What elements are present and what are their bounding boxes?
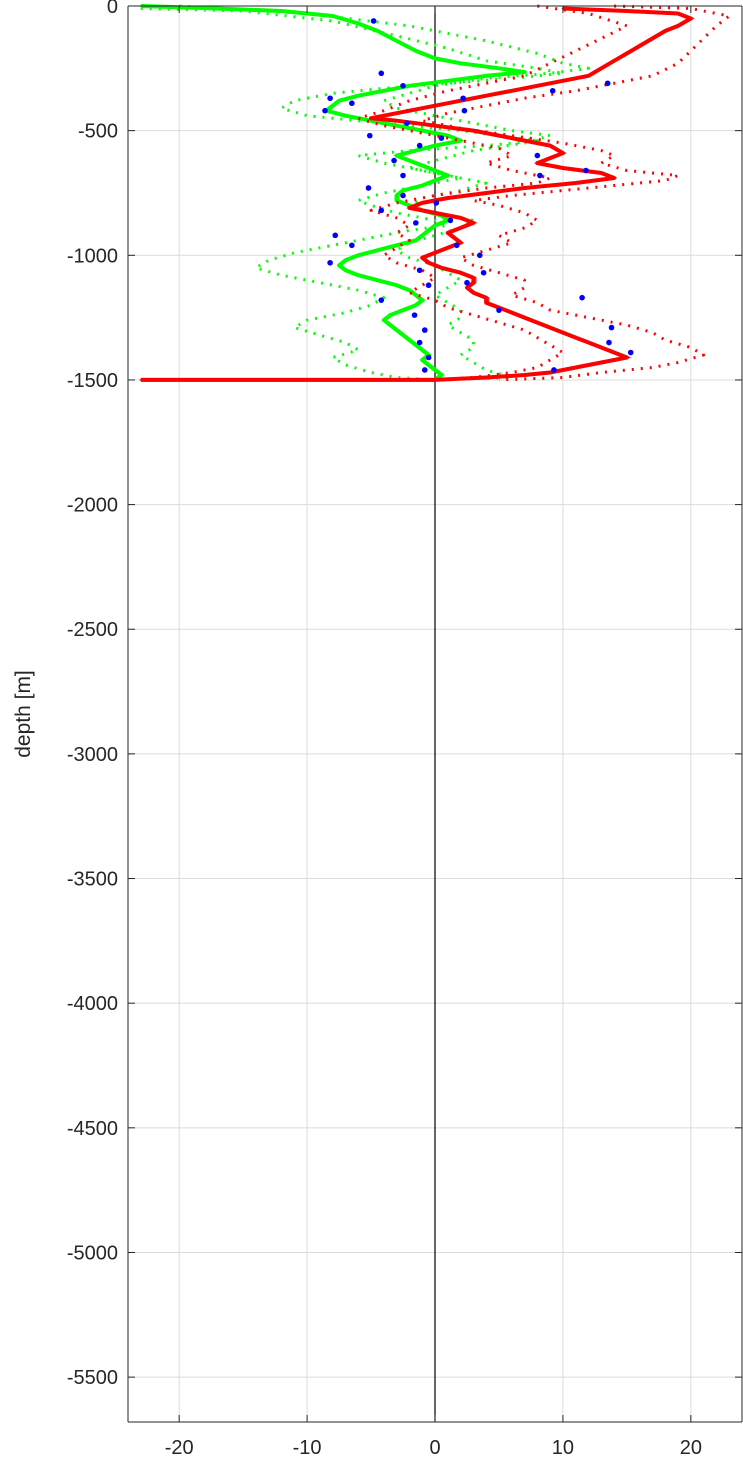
axes — [127, 5, 743, 1423]
series-line-5 — [356, 4, 629, 382]
data-point-marker — [327, 259, 333, 266]
series-line-1 — [140, 7, 565, 382]
data-point-marker — [476, 252, 483, 259]
series-line-3-ensemble — [143, 7, 695, 381]
marker-layer — [322, 18, 634, 373]
data-point-marker — [416, 339, 423, 346]
data-point-marker — [425, 354, 432, 361]
data-point-marker — [461, 107, 468, 114]
data-point-marker — [460, 95, 466, 102]
data-point-marker — [480, 269, 487, 276]
y-tick-label: -1500 — [67, 370, 118, 392]
data-point-marker — [366, 132, 373, 139]
data-point-marker — [378, 70, 385, 77]
y-tick-label: 0 — [107, 0, 118, 18]
data-point-marker — [327, 95, 333, 102]
data-point-marker — [421, 327, 428, 333]
x-tick-label: 10 — [552, 1437, 574, 1458]
data-point-marker — [378, 207, 385, 214]
data-point-marker — [583, 167, 589, 174]
data-point-marker — [579, 294, 585, 301]
series-line-0-ensemble — [143, 5, 527, 381]
data-point-marker — [413, 220, 419, 226]
series-layer — [139, 4, 731, 382]
data-point-marker — [322, 107, 328, 114]
data-point-marker — [496, 307, 502, 313]
data-point-marker — [400, 192, 406, 199]
data-point-marker — [416, 142, 423, 149]
data-point-marker — [433, 200, 440, 206]
x-tick-label: -10 — [293, 1437, 322, 1458]
data-point-marker — [606, 339, 612, 346]
data-point-marker — [534, 152, 541, 159]
series-line-2 — [179, 4, 590, 382]
y-tick-label: -2500 — [67, 619, 118, 641]
data-point-marker — [604, 80, 611, 87]
data-point-marker — [365, 185, 372, 191]
data-point-marker — [349, 242, 355, 249]
data-point-marker — [400, 172, 406, 179]
data-point-marker — [404, 120, 410, 126]
x-tick-label: 20 — [680, 1437, 702, 1458]
y-tick-label: -3000 — [67, 744, 118, 766]
data-point-marker — [332, 232, 339, 239]
y-tick-label: -4500 — [67, 1118, 118, 1140]
y-tick-label: -2000 — [67, 495, 118, 517]
y-tick-label: -1000 — [67, 245, 118, 267]
y-axis-label: depth [m] — [12, 670, 35, 758]
data-point-marker — [425, 282, 432, 289]
data-point-marker — [464, 279, 470, 286]
y-tick-label: -4000 — [67, 993, 118, 1015]
y-tick-label: -5500 — [67, 1367, 118, 1389]
y-tick-label: -3500 — [67, 869, 118, 891]
data-point-marker — [349, 100, 355, 107]
data-point-marker — [370, 18, 377, 24]
data-point-marker — [421, 367, 428, 373]
series-line-4 — [420, 4, 731, 382]
data-point-marker — [549, 87, 556, 94]
data-point-marker — [551, 367, 557, 373]
data-point-marker — [627, 349, 634, 356]
data-point-marker — [400, 82, 406, 89]
data-point-marker — [453, 242, 460, 249]
data-point-marker — [537, 172, 543, 179]
data-point-marker — [438, 135, 445, 141]
data-point-marker — [416, 267, 423, 274]
x-tick-label: -20 — [165, 1437, 194, 1458]
data-point-marker — [447, 217, 454, 224]
data-point-marker — [391, 157, 397, 164]
series-line-3-ensemble — [139, 7, 692, 381]
data-point-marker — [378, 297, 385, 303]
y-tick-label: -500 — [78, 121, 118, 143]
data-point-marker — [411, 312, 418, 318]
y-tick-label: -5000 — [67, 1242, 118, 1264]
tick-labels: -20 -10 0 10 20 0 -500 -1000 -1500 -2000 -2500 -300… — [67, 0, 702, 1459]
x-tick-label: 0 — [429, 1437, 440, 1458]
data-point-marker — [608, 324, 615, 331]
